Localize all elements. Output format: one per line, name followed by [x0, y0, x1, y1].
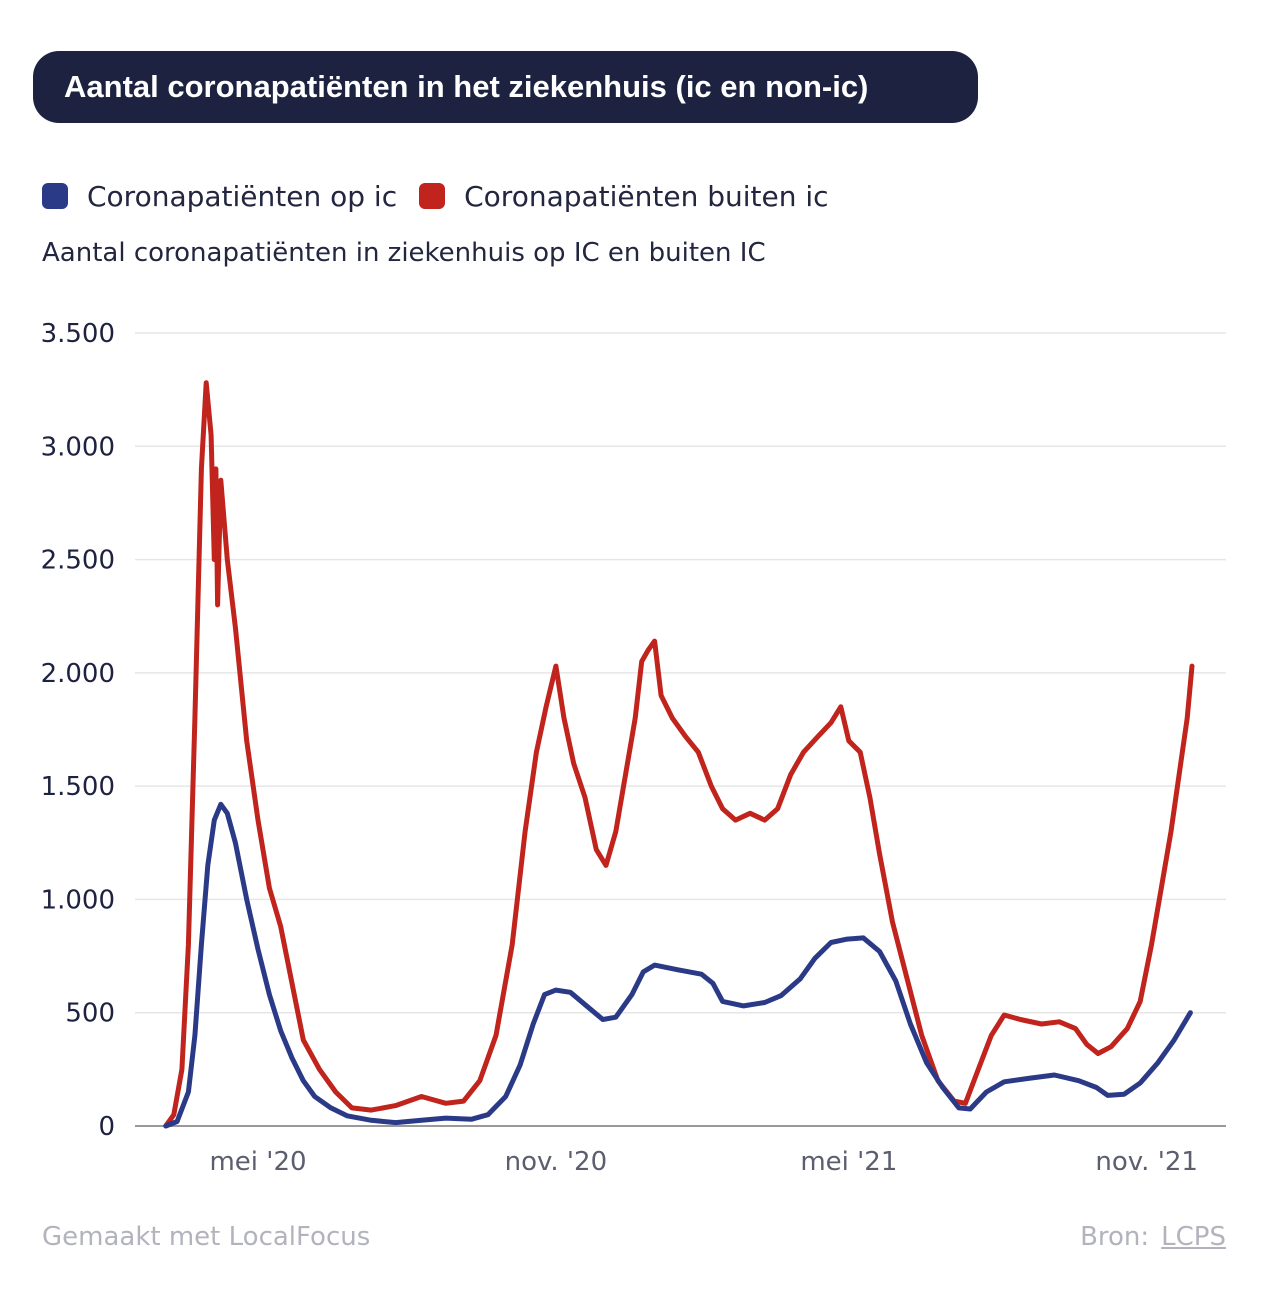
- legend-label-buiten-ic: Coronapatiënten buiten ic: [464, 179, 829, 213]
- legend-item-ic[interactable]: Coronapatiënten op ic: [42, 180, 397, 213]
- x-tick-label: mei '21: [800, 1147, 897, 1177]
- legend-swatch-ic: [42, 183, 68, 209]
- line-chart: 0 500 1.000 1.500 2.000 2.500 3.000 3.500 mei '2…: [41, 319, 1226, 1177]
- chart-title: Aantal coronapatiënten in het ziekenhuis…: [64, 69, 869, 104]
- y-tick-label: 0: [98, 1112, 115, 1142]
- source-link[interactable]: LCPS: [1161, 1222, 1226, 1252]
- y-tick-label: 2.500: [41, 546, 115, 576]
- series-line-buiten-ic[interactable]: [163, 380, 1195, 1129]
- x-tick-label: nov. '21: [1095, 1147, 1198, 1177]
- legend-item-buiten-ic[interactable]: Coronapatiënten buiten ic: [419, 179, 829, 213]
- series-line-ic[interactable]: [163, 801, 1193, 1129]
- footer-source: Bron: LCPS: [1080, 1222, 1226, 1252]
- legend-label-ic: Coronapatiënten op ic: [87, 179, 398, 213]
- legend: Coronapatiënten op ic Coronapatiënten bu…: [42, 174, 851, 218]
- y-tick-label: 1.500: [41, 772, 115, 802]
- y-tick-label: 3.500: [41, 319, 115, 349]
- chart-subtitle: Aantal coronapatiënten in ziekenhuis op …: [42, 238, 766, 268]
- y-tick-label: 3.000: [41, 432, 115, 462]
- y-tick-label: 1.000: [41, 885, 115, 915]
- x-tick-label: mei '20: [209, 1147, 306, 1177]
- x-tick-label: nov. '20: [505, 1147, 608, 1177]
- footer-made-with: Gemaakt met LocalFocus: [42, 1222, 371, 1252]
- source-label: Bron:: [1080, 1222, 1150, 1252]
- chart-title-pill: Aantal coronapatiënten in het ziekenhuis…: [33, 51, 978, 123]
- y-tick-label: 500: [65, 999, 115, 1029]
- legend-swatch-buiten-ic: [419, 183, 446, 209]
- y-tick-label: 2.000: [41, 659, 115, 689]
